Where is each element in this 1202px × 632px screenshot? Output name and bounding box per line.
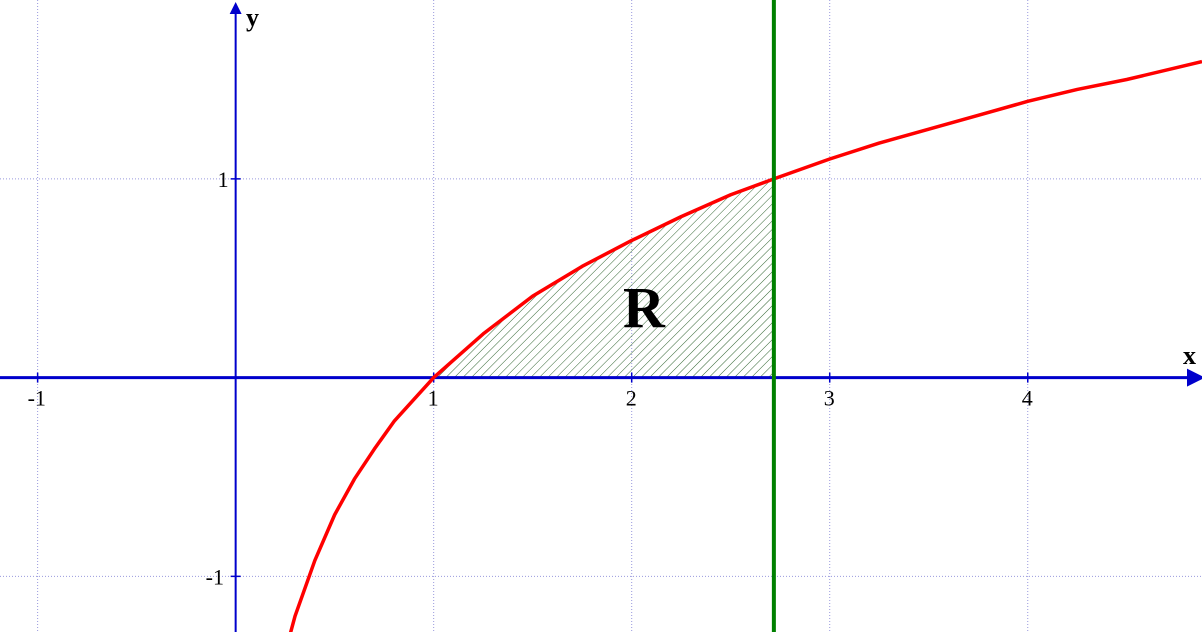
region-label-r: R (623, 275, 666, 340)
series-ln-x-curve (288, 59, 1202, 632)
tick-labels: -1 1 2 3 4 1 -1 (28, 167, 1033, 589)
y-axis-label: y (246, 3, 259, 32)
x-axis-label: x (1183, 341, 1196, 370)
x-tick-label-4: 4 (1022, 386, 1033, 411)
shaded-region-r (433, 178, 774, 378)
x-tick-label--1: -1 (28, 386, 46, 411)
y-tick-label--1: -1 (206, 564, 224, 589)
curves (288, 0, 1202, 632)
x-tick-label-3: 3 (824, 386, 835, 411)
y-tick-label-1: 1 (218, 167, 229, 192)
x-tick-label-2: 2 (626, 386, 637, 411)
x-tick-label-1: 1 (428, 386, 439, 411)
